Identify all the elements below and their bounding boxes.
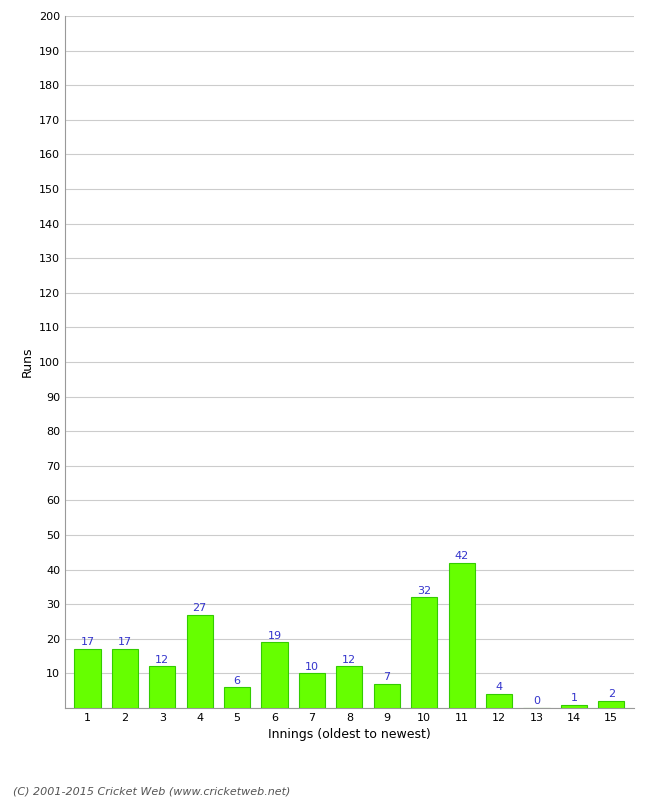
Text: 19: 19 bbox=[268, 630, 281, 641]
Bar bbox=[150, 666, 176, 708]
Text: 0: 0 bbox=[533, 696, 540, 706]
Bar bbox=[448, 562, 474, 708]
Text: 12: 12 bbox=[343, 654, 356, 665]
Text: 10: 10 bbox=[305, 662, 319, 672]
Text: 42: 42 bbox=[454, 551, 469, 561]
Y-axis label: Runs: Runs bbox=[20, 346, 33, 378]
Text: 4: 4 bbox=[495, 682, 502, 693]
X-axis label: Innings (oldest to newest): Innings (oldest to newest) bbox=[268, 729, 431, 742]
Bar bbox=[224, 687, 250, 708]
Text: 17: 17 bbox=[81, 638, 94, 647]
Bar bbox=[261, 642, 288, 708]
Bar bbox=[486, 694, 512, 708]
Bar bbox=[187, 614, 213, 708]
Text: 27: 27 bbox=[192, 603, 207, 613]
Bar bbox=[74, 649, 101, 708]
Bar bbox=[112, 649, 138, 708]
Bar bbox=[374, 684, 400, 708]
Text: 12: 12 bbox=[155, 654, 170, 665]
Bar bbox=[411, 598, 437, 708]
Text: 7: 7 bbox=[384, 672, 391, 682]
Text: 1: 1 bbox=[571, 693, 577, 703]
Bar bbox=[561, 705, 587, 708]
Text: 17: 17 bbox=[118, 638, 132, 647]
Text: 32: 32 bbox=[417, 586, 431, 595]
Bar bbox=[336, 666, 363, 708]
Text: (C) 2001-2015 Cricket Web (www.cricketweb.net): (C) 2001-2015 Cricket Web (www.cricketwe… bbox=[13, 786, 291, 796]
Bar bbox=[299, 674, 325, 708]
Bar bbox=[598, 701, 625, 708]
Text: 6: 6 bbox=[233, 675, 240, 686]
Text: 2: 2 bbox=[608, 690, 615, 699]
